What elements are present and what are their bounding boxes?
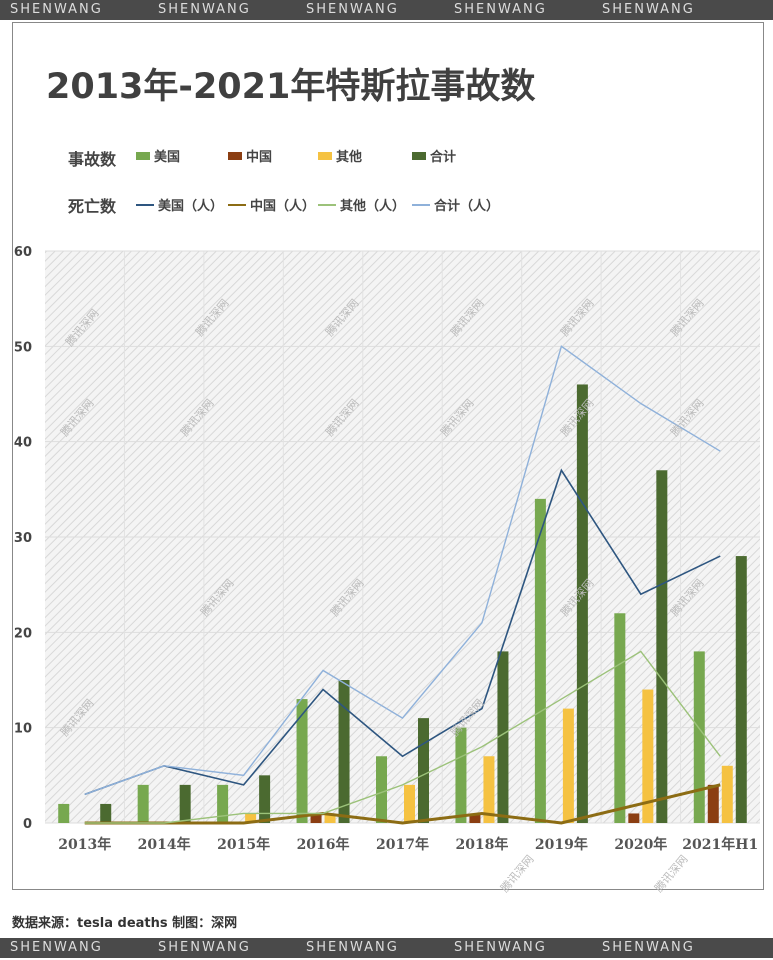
legend-deaths-label: 死亡数 <box>68 197 117 216</box>
banner-text: SHENWANG <box>602 940 695 955</box>
bar-美国 <box>614 613 626 823</box>
bar-中国 <box>469 813 481 823</box>
legend-accidents-label: 事故数 <box>68 150 117 169</box>
y-tick-label: 30 <box>14 531 32 546</box>
x-tick-label: 2016年 <box>297 836 350 853</box>
legend-line <box>228 203 246 206</box>
y-tick-label: 50 <box>14 340 32 355</box>
bar-美国 <box>217 784 229 823</box>
bar-其他 <box>324 813 336 823</box>
legend-swatch <box>318 151 332 160</box>
x-tick-label: 2014年 <box>138 836 191 853</box>
bar-其他 <box>562 708 574 823</box>
legend-text: 其他 <box>336 150 363 165</box>
y-tick-label: 60 <box>14 245 32 260</box>
banner-text: SHENWANG <box>602 2 695 17</box>
legend-item: 其他（人） <box>318 195 405 214</box>
bottom-banner: SHENWANG SHENWANG SHENWANG SHENWANG SHENWANG <box>0 938 773 958</box>
top-banner: SHENWANG SHENWANG SHENWANG SHENWANG SHENWANG <box>0 0 773 20</box>
line-中国（人） <box>84 783 721 825</box>
bar-中国 <box>707 784 719 823</box>
line-合计（人） <box>84 345 721 796</box>
banner-text: SHENWANG <box>158 940 251 955</box>
x-tick-label: 2019年 <box>535 836 588 853</box>
y-tick-label: 10 <box>14 722 32 737</box>
legend-line <box>136 203 154 206</box>
bar-美国 <box>534 498 546 823</box>
legend-item: 合计（人） <box>412 195 499 214</box>
bar-合计 <box>656 470 668 823</box>
bar-美国 <box>376 756 387 823</box>
bar-合计 <box>576 384 588 823</box>
legend-line <box>318 203 336 206</box>
bar-其他 <box>404 784 415 823</box>
legend-text: 其他（人） <box>340 199 406 214</box>
bar-中国 <box>628 813 640 823</box>
legend-item: 中国 <box>228 146 272 165</box>
banner-text: SHENWANG <box>306 940 399 955</box>
bar-合计 <box>418 718 429 823</box>
legend-text: 合计 <box>430 150 457 165</box>
legend-swatch <box>136 151 150 160</box>
legend-swatch <box>412 151 426 160</box>
banner-text: SHENWANG <box>10 940 103 955</box>
bar-中国 <box>310 813 322 823</box>
legend-text: 中国 <box>246 150 273 165</box>
bar-其他 <box>245 813 257 823</box>
x-tick-label: 2017年 <box>376 836 429 853</box>
bar-合计 <box>497 651 509 823</box>
x-tick-label: 2021年H1 <box>682 836 758 853</box>
banner-text: SHENWANG <box>454 2 547 17</box>
legend-swatch <box>228 151 242 160</box>
y-tick-label: 0 <box>23 817 32 832</box>
bar-其他 <box>642 689 654 823</box>
legend-text: 美国 <box>154 150 181 165</box>
bar-美国 <box>296 699 308 823</box>
source-note: 数据来源：tesla deaths 制图：深网 <box>12 916 238 931</box>
bar-合计 <box>179 784 191 823</box>
banner-text: SHENWANG <box>454 940 547 955</box>
legend-item: 合计 <box>412 146 456 165</box>
legend-text: 合计（人） <box>434 199 500 214</box>
legend-item: 美国（人） <box>136 195 223 214</box>
line-美国（人） <box>84 468 721 796</box>
bar-美国 <box>693 651 705 823</box>
line-其他（人） <box>84 650 721 824</box>
chart-title: 2013年-2021年特斯拉事故数 <box>46 67 536 107</box>
y-tick-label: 40 <box>14 436 32 451</box>
x-tick-label: 2020年 <box>614 836 667 853</box>
legend-line <box>412 203 430 206</box>
legend-item: 美国 <box>136 146 180 165</box>
watermark: 腾讯深网 <box>651 852 690 895</box>
bar-美国 <box>137 784 149 823</box>
bar-美国 <box>58 803 70 823</box>
legend-item: 中国（人） <box>228 195 315 214</box>
bar-其他 <box>483 756 495 823</box>
legend-item: 其他 <box>318 146 362 165</box>
bar-美国 <box>455 727 467 823</box>
frame <box>12 22 764 890</box>
x-tick-label: 2015年 <box>217 836 270 853</box>
y-tick-label: 20 <box>14 626 32 641</box>
bar-合计 <box>338 680 350 823</box>
bar-合计 <box>259 775 271 823</box>
banner-text: SHENWANG <box>10 2 103 17</box>
bar-其他 <box>721 765 733 823</box>
x-tick-label: 2013年 <box>58 836 111 853</box>
watermark: 腾讯深网 <box>497 852 536 895</box>
legend-text: 美国（人） <box>158 199 224 214</box>
banner-text: SHENWANG <box>306 2 399 17</box>
legend-text: 中国（人） <box>250 199 316 214</box>
bar-合计 <box>100 803 112 823</box>
x-tick-label: 2018年 <box>455 836 508 853</box>
banner-text: SHENWANG <box>158 2 251 17</box>
bar-合计 <box>735 556 747 823</box>
